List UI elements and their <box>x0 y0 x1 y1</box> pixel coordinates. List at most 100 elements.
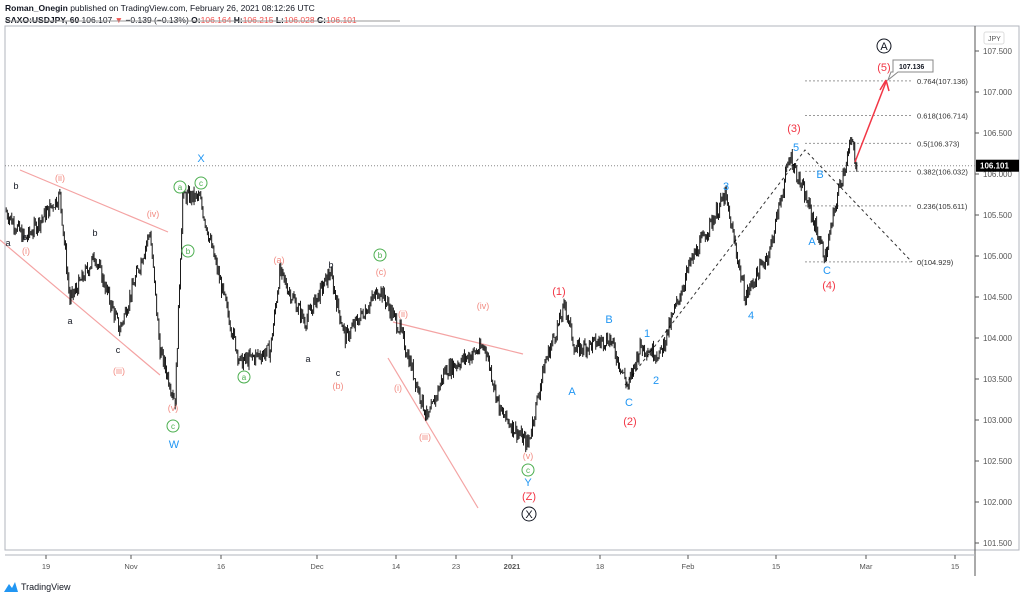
wave-label-text: b <box>13 181 18 191</box>
wave-label-text: b <box>378 251 383 260</box>
wave-label-text: Y <box>524 477 532 489</box>
wave-label-text: (5) <box>877 62 890 74</box>
wave-label: (iii) <box>419 432 431 442</box>
wave-label: (4) <box>822 280 835 292</box>
x-tick-label: Mar <box>860 562 873 571</box>
fib-level-label: 0.236(105.611) <box>917 202 968 211</box>
x-tick-label: 18 <box>596 562 604 571</box>
x-tick-label: 23 <box>452 562 460 571</box>
x-tick-label: 2021 <box>504 562 521 571</box>
wave-label-text: (i) <box>22 246 30 256</box>
wave-label-text: a <box>67 316 72 326</box>
wave-label: X <box>521 506 537 522</box>
y-tick-label: 107.000 <box>983 88 1012 97</box>
wave-label: (i) <box>394 383 402 393</box>
wave-label-text: X <box>525 509 533 521</box>
tradingview-logo[interactable]: TradingView <box>4 581 71 592</box>
x-tick-label: 14 <box>392 562 400 571</box>
wave-label: (iv) <box>147 209 160 219</box>
wave-label: (Z) <box>522 491 536 503</box>
wave-label-text: (3) <box>787 123 800 135</box>
wave-label-text: 1 <box>644 328 650 340</box>
open-label: O: <box>191 15 201 25</box>
wave-label-text: B <box>605 314 612 326</box>
wave-label: b <box>92 228 97 238</box>
wave-label: (i) <box>22 246 30 256</box>
tradingview-icon <box>4 582 18 592</box>
x-tick-label: 15 <box>951 562 959 571</box>
wave-label: (v) <box>523 451 534 461</box>
y-tick-label: 106.500 <box>983 129 1012 138</box>
wave-label: (2) <box>623 416 636 428</box>
wave-label: X <box>197 153 205 165</box>
y-tick-label: 107.500 <box>983 47 1012 56</box>
circled-wave-icon <box>237 370 251 384</box>
x-tick-label: Feb <box>682 562 695 571</box>
current-price-tag <box>976 159 1019 172</box>
target-price-label: 107.136 <box>899 64 924 71</box>
wave-label: 1 <box>644 328 650 340</box>
wave-label-text: (i) <box>394 383 402 393</box>
low-value: 106.028 <box>283 15 315 25</box>
wave-label: c <box>23 232 28 242</box>
low-label: L: <box>275 15 284 25</box>
wave-label: a <box>173 180 187 194</box>
wave-label: (v) <box>168 403 179 413</box>
x-tick-label: Nov <box>124 562 138 571</box>
wave-label: 3 <box>723 181 729 193</box>
wave-label-text: A <box>568 386 576 398</box>
wave-label: a <box>67 316 72 326</box>
wave-label-text: a <box>242 373 247 382</box>
author-link[interactable]: Roman_Onegin <box>5 3 68 13</box>
wave-label-text: (ii) <box>398 309 408 319</box>
wave-label: A <box>808 236 816 248</box>
wave-label-text: C <box>823 265 831 277</box>
y-tick-label: 104.000 <box>983 334 1012 343</box>
arrow-head-icon <box>879 79 890 92</box>
y-tick-label: 101.500 <box>983 539 1012 548</box>
wave-label: B <box>816 169 823 181</box>
fib-level-label: 0(104.929) <box>917 258 954 267</box>
wave-label: 2 <box>653 375 659 387</box>
x-tick-label: Dec <box>310 562 324 571</box>
circled-major-wave-icon <box>521 506 537 522</box>
high-label: H: <box>233 15 243 25</box>
wave-label-text: a <box>5 238 10 248</box>
circled-wave-icon <box>181 244 195 258</box>
wave-label-text: (b) <box>333 381 344 391</box>
wave-label-text: c <box>336 368 341 378</box>
wave-label-text: (Z) <box>522 491 536 503</box>
circled-wave-icon <box>521 463 535 477</box>
wave-label-text: (a) <box>274 255 285 265</box>
currency-label: JPY <box>988 36 1001 43</box>
chart-frame <box>4 25 1020 551</box>
wave-label: c <box>116 345 121 355</box>
last-price: 106.107 <box>81 15 113 25</box>
wave-label-text: (v) <box>523 451 534 461</box>
wave-label-text: 2 <box>653 375 659 387</box>
wave-label: A <box>568 386 576 398</box>
wave-label: b <box>328 260 333 270</box>
wave-label-text: (2) <box>623 416 636 428</box>
close-label: C: <box>316 15 326 25</box>
circled-major-wave-icon <box>876 38 892 54</box>
wave-label-text: b <box>328 260 333 270</box>
wave-label: C <box>625 397 633 409</box>
wave-label: Y <box>524 477 532 489</box>
wave-label: (ii) <box>398 309 408 319</box>
y-tick-label: 106.000 <box>983 170 1012 179</box>
wave-label-text: c <box>116 345 121 355</box>
wave-label-text: 4 <box>748 310 754 322</box>
projection-arrow <box>854 81 887 163</box>
wave-label-text: 3 <box>723 181 729 193</box>
wave-label-text: W <box>169 439 180 451</box>
wave-label: 5 <box>793 142 799 154</box>
x-tick-label: 16 <box>217 562 225 571</box>
wave-label-text: (iii) <box>113 366 125 376</box>
y-tick-label: 105.500 <box>983 211 1012 220</box>
wave-label: c <box>521 463 535 477</box>
y-tick-label: 105.000 <box>983 252 1012 261</box>
fib-level-label: 0.5(106.373) <box>917 139 960 148</box>
trend-line <box>387 357 479 509</box>
